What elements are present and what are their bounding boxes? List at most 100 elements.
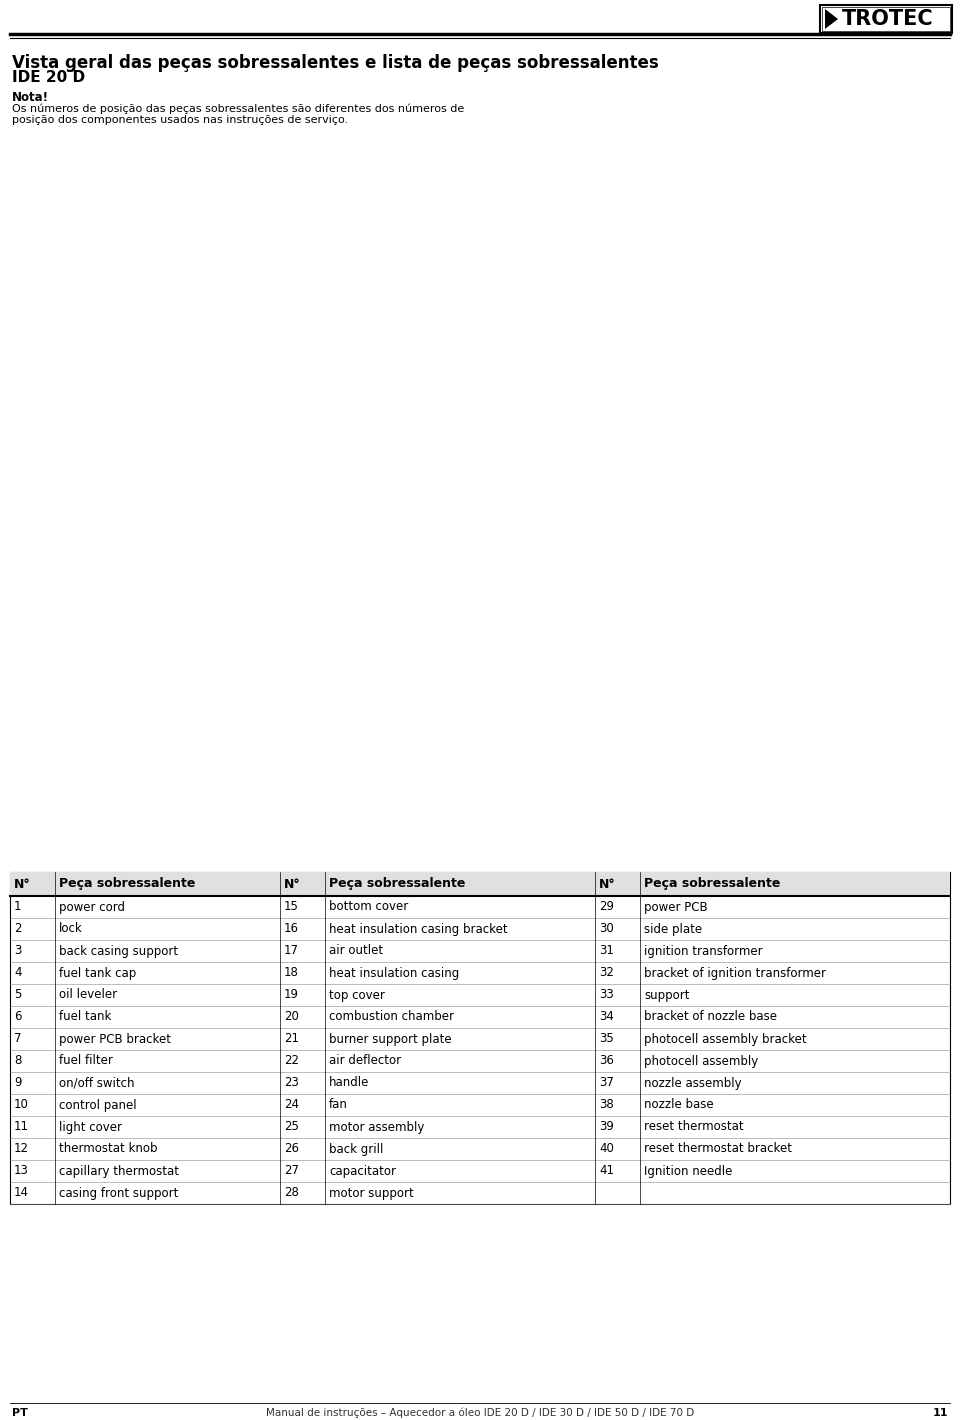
Text: photocell assembly: photocell assembly: [644, 1055, 758, 1068]
Text: 19: 19: [284, 988, 299, 1001]
Text: motor assembly: motor assembly: [329, 1120, 424, 1133]
Text: TROTEC: TROTEC: [842, 9, 934, 28]
Text: nozzle base: nozzle base: [644, 1099, 713, 1112]
Text: capillary thermostat: capillary thermostat: [59, 1164, 179, 1177]
Text: heat insulation casing bracket: heat insulation casing bracket: [329, 923, 508, 936]
Text: 1: 1: [14, 900, 21, 913]
Text: fuel tank cap: fuel tank cap: [59, 967, 136, 980]
Text: 16: 16: [284, 923, 299, 936]
Text: 41: 41: [599, 1164, 614, 1177]
Text: 22: 22: [284, 1055, 299, 1068]
Text: reset thermostat bracket: reset thermostat bracket: [644, 1143, 792, 1156]
Text: 33: 33: [599, 988, 613, 1001]
Text: Nota!: Nota!: [12, 91, 49, 104]
Text: ignition transformer: ignition transformer: [644, 944, 762, 957]
Polygon shape: [825, 9, 838, 28]
Text: 40: 40: [599, 1143, 613, 1156]
Text: fuel filter: fuel filter: [59, 1055, 113, 1068]
Bar: [822, 7, 950, 31]
Text: 10: 10: [14, 1099, 29, 1112]
Text: 24: 24: [284, 1099, 299, 1112]
Text: oil leveler: oil leveler: [59, 988, 117, 1001]
Text: 37: 37: [599, 1076, 613, 1089]
Text: 28: 28: [284, 1187, 299, 1200]
Text: capacitator: capacitator: [329, 1164, 396, 1177]
Text: N°: N°: [284, 878, 300, 890]
Text: air deflector: air deflector: [329, 1055, 401, 1068]
Text: 23: 23: [284, 1076, 299, 1089]
Text: 36: 36: [599, 1055, 613, 1068]
Text: Manual de instruções – Aquecedor a óleo IDE 20 D / IDE 30 D / IDE 50 D / IDE 70 : Manual de instruções – Aquecedor a óleo …: [266, 1409, 694, 1419]
Text: 5: 5: [14, 988, 21, 1001]
Text: burner support plate: burner support plate: [329, 1032, 451, 1045]
Text: 2: 2: [14, 923, 21, 936]
Bar: [820, 6, 952, 33]
Text: Vista geral das peças sobressalentes e lista de peças sobressalentes: Vista geral das peças sobressalentes e l…: [12, 54, 659, 72]
Text: combustion chamber: combustion chamber: [329, 1011, 454, 1024]
Text: 27: 27: [284, 1164, 299, 1177]
Text: 21: 21: [284, 1032, 299, 1045]
Text: N°: N°: [599, 878, 615, 890]
Text: handle: handle: [329, 1076, 370, 1089]
Text: motor support: motor support: [329, 1187, 414, 1200]
Text: photocell assembly bracket: photocell assembly bracket: [644, 1032, 806, 1045]
Text: bracket of ignition transformer: bracket of ignition transformer: [644, 967, 826, 980]
Text: 39: 39: [599, 1120, 613, 1133]
Text: 29: 29: [599, 900, 614, 913]
Text: Os números de posição das peças sobressalentes são diferentes dos números de
pos: Os números de posição das peças sobressa…: [12, 104, 465, 125]
Text: thermostat knob: thermostat knob: [59, 1143, 157, 1156]
Text: back grill: back grill: [329, 1143, 383, 1156]
Text: bracket of nozzle base: bracket of nozzle base: [644, 1011, 777, 1024]
Text: back casing support: back casing support: [59, 944, 179, 957]
Text: 4: 4: [14, 967, 21, 980]
Text: Ignition needle: Ignition needle: [644, 1164, 732, 1177]
Text: fan: fan: [329, 1099, 348, 1112]
Text: 38: 38: [599, 1099, 613, 1112]
Text: Peça sobressalente: Peça sobressalente: [59, 878, 196, 890]
Text: power cord: power cord: [59, 900, 125, 913]
Text: 11: 11: [14, 1120, 29, 1133]
Text: 31: 31: [599, 944, 613, 957]
Text: 3: 3: [14, 944, 21, 957]
Bar: [10, 131, 950, 870]
Text: 30: 30: [599, 923, 613, 936]
Text: 7: 7: [14, 1032, 21, 1045]
Text: support: support: [644, 988, 689, 1001]
Text: 11: 11: [932, 1409, 948, 1419]
Text: 25: 25: [284, 1120, 299, 1133]
Text: air outlet: air outlet: [329, 944, 383, 957]
Text: 14: 14: [14, 1187, 29, 1200]
Text: heat insulation casing: heat insulation casing: [329, 967, 459, 980]
Text: power PCB: power PCB: [644, 900, 708, 913]
Text: light cover: light cover: [59, 1120, 122, 1133]
Text: 9: 9: [14, 1076, 21, 1089]
Text: PT: PT: [12, 1409, 28, 1419]
Text: IDE 20 D: IDE 20 D: [12, 70, 85, 85]
Text: side plate: side plate: [644, 923, 702, 936]
Text: power PCB bracket: power PCB bracket: [59, 1032, 171, 1045]
Text: 8: 8: [14, 1055, 21, 1068]
Text: fuel tank: fuel tank: [59, 1011, 111, 1024]
Text: 26: 26: [284, 1143, 299, 1156]
Bar: [10, 872, 950, 896]
Text: 34: 34: [599, 1011, 613, 1024]
Text: lock: lock: [59, 923, 83, 936]
Text: 12: 12: [14, 1143, 29, 1156]
Bar: [10, 872, 950, 1204]
Text: 17: 17: [284, 944, 299, 957]
Text: casing front support: casing front support: [59, 1187, 179, 1200]
Text: 35: 35: [599, 1032, 613, 1045]
Text: 32: 32: [599, 967, 613, 980]
Text: 13: 13: [14, 1164, 29, 1177]
Text: N°: N°: [14, 878, 31, 890]
Text: Peça sobressalente: Peça sobressalente: [329, 878, 466, 890]
Text: 20: 20: [284, 1011, 299, 1024]
Text: bottom cover: bottom cover: [329, 900, 408, 913]
Text: Peça sobressalente: Peça sobressalente: [644, 878, 780, 890]
Text: 18: 18: [284, 967, 299, 980]
Text: control panel: control panel: [59, 1099, 136, 1112]
Text: 6: 6: [14, 1011, 21, 1024]
Text: on/off switch: on/off switch: [59, 1076, 134, 1089]
Text: nozzle assembly: nozzle assembly: [644, 1076, 742, 1089]
Text: top cover: top cover: [329, 988, 385, 1001]
